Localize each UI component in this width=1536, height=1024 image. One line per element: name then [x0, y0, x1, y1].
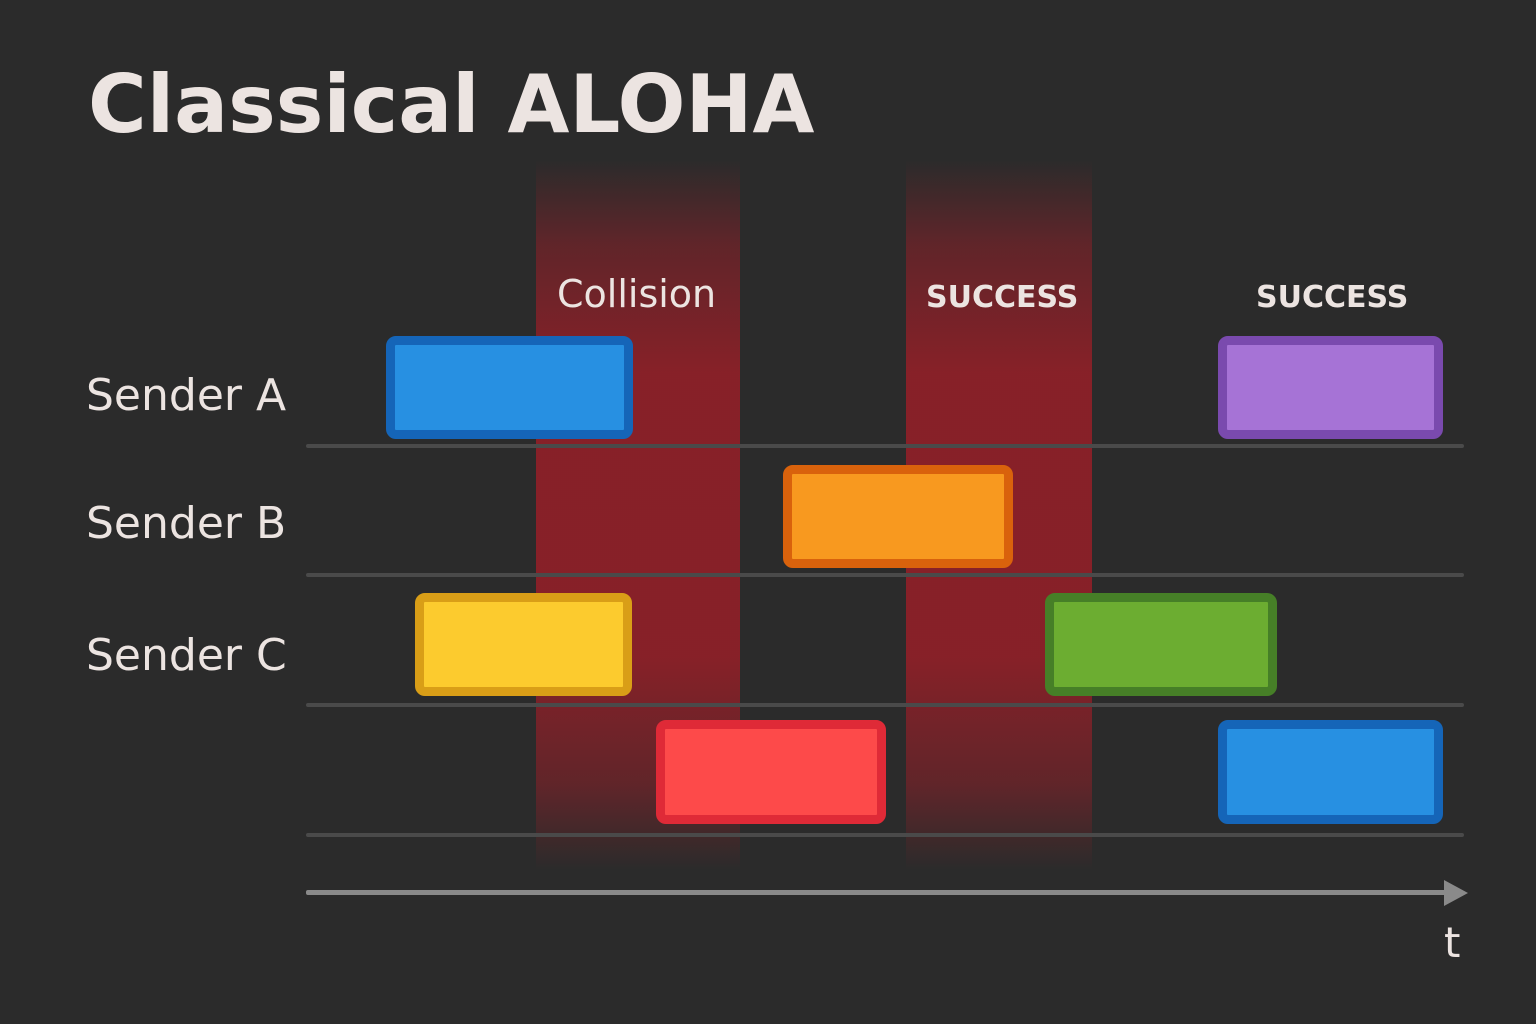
- packet-purple: [1218, 336, 1443, 439]
- packet-yellow: [415, 593, 632, 696]
- lane-divider: [306, 833, 1464, 837]
- packet-blue: [386, 336, 633, 439]
- sender-a-label: Sender A: [86, 370, 287, 421]
- sender-b-label: Sender B: [86, 498, 287, 549]
- packet-green: [1045, 593, 1277, 696]
- arrow-right-icon: [1444, 880, 1468, 906]
- lane-divider: [306, 573, 1464, 577]
- packet-orange: [783, 465, 1013, 568]
- packet-blue: [1218, 720, 1443, 824]
- packet-red: [656, 720, 886, 824]
- success-label: SUCCESS: [1256, 280, 1409, 315]
- lane-divider: [306, 703, 1464, 707]
- collision-label: Collision: [557, 272, 717, 316]
- lane-divider: [306, 444, 1464, 448]
- sender-c-label: Sender C: [86, 630, 287, 681]
- success-label: SUCCESS: [926, 280, 1079, 315]
- time-axis-label: t: [1444, 918, 1461, 967]
- page-title: Classical ALOHA: [88, 58, 815, 151]
- time-axis: [306, 890, 1448, 895]
